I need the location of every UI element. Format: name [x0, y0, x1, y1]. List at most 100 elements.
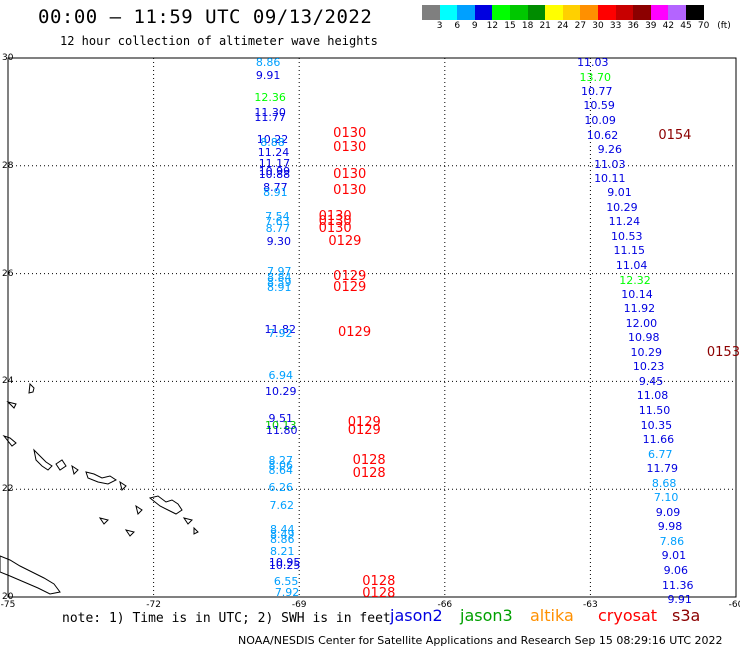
orbit-number: 0130	[318, 214, 352, 230]
wave-height-value: 10.11	[594, 172, 626, 186]
satellite-jason2: jason2	[390, 606, 443, 625]
legend-swatch	[562, 5, 581, 20]
wave-height-value: 10.88	[258, 167, 291, 181]
wave-height-value: 9.98	[657, 520, 683, 534]
wave-height-value: 8.68	[651, 476, 677, 490]
wave-height-value: 6.55	[273, 574, 299, 588]
legend-label: 24	[557, 21, 569, 31]
wave-height-value: 10.29	[265, 385, 297, 399]
wave-height-value: 10.35	[640, 418, 673, 432]
legend-swatch	[474, 5, 493, 20]
orbit-number: 0130	[318, 208, 352, 224]
coastline	[28, 382, 35, 394]
legend-label: 9	[471, 21, 478, 31]
legend-unit: (ft)	[717, 21, 731, 31]
wave-height-value: 10.77	[580, 84, 613, 98]
wave-height-value: 10.29	[606, 200, 638, 214]
orbit-number: 0154	[658, 127, 692, 143]
wave-height-value: 8.86	[255, 56, 281, 70]
wave-height-value: 10.59	[583, 99, 615, 113]
orbit-number: 0129	[333, 269, 367, 285]
wave-height-value: 8.49	[269, 527, 295, 541]
wave-height-value: 8.64	[268, 464, 294, 478]
legend-swatch	[439, 5, 458, 20]
legend-label: 3	[436, 21, 443, 31]
legend-label: 36	[627, 21, 639, 31]
coastline	[119, 480, 127, 491]
orbit-number: 0129	[347, 422, 381, 438]
wave-height-value: 7.10	[653, 491, 679, 505]
legend-swatch	[650, 5, 669, 20]
wave-height-value: 9.26	[597, 143, 623, 157]
legend-swatch	[527, 5, 546, 20]
wave-height-value: 8.59	[267, 275, 292, 289]
wave-height-value: 7.92	[274, 585, 300, 599]
lat-label: 30	[2, 53, 14, 63]
lon-label: -60	[728, 600, 740, 610]
wave-height-value: 9.45	[638, 374, 664, 388]
legend-swatch	[422, 5, 440, 20]
lat-label: 28	[2, 160, 14, 171]
legend-label: 33	[609, 21, 622, 31]
map-title: 00:00 — 11:59 UTC 09/13/2022	[38, 6, 373, 28]
orbit-number: 0129	[338, 324, 372, 340]
legend-swatch	[668, 5, 686, 20]
legend-swatch	[685, 5, 704, 20]
wave-height-value: 7.62	[269, 499, 294, 513]
legend-swatch	[492, 5, 510, 20]
wave-height-value: 9.51	[268, 412, 294, 426]
legend-label: 15	[504, 21, 516, 31]
legend-swatch	[597, 5, 616, 20]
wave-height-value: 8.44	[269, 522, 295, 536]
coastline	[124, 529, 135, 537]
wave-height-value: 11.08	[636, 389, 669, 403]
wave-height-value: 13.70	[579, 71, 612, 85]
satellite-s3a: s3a	[672, 606, 701, 625]
wave-height-value: 8.84	[267, 270, 292, 284]
legend-label: 45	[680, 21, 692, 31]
orbit-number: 0130	[333, 183, 367, 199]
wave-height-value: 11.03	[577, 55, 609, 69]
wave-height-value: 11.15	[613, 244, 645, 258]
wave-height-value: 9.91	[667, 593, 692, 607]
wave-height-value: 7.92	[268, 326, 293, 340]
wave-height-value: 7.54	[265, 209, 290, 223]
coastline	[193, 526, 199, 535]
wave-height-value: 9.01	[661, 549, 687, 563]
wave-height-value: 9.30	[266, 235, 292, 249]
wave-height-value: 8.86	[269, 533, 295, 547]
footer-note: note: 1) Time is in UTC; 2) SWH is in fe…	[62, 611, 391, 626]
wave-height-value: 11.80	[265, 423, 298, 437]
lon-label: -66	[437, 600, 453, 610]
wave-height-value: 10.29	[630, 345, 662, 359]
coastline	[33, 448, 53, 471]
orbit-number: 0153	[706, 344, 740, 360]
coastline	[71, 464, 79, 475]
coastline	[148, 495, 183, 515]
wave-height-value: 10.13	[265, 418, 297, 432]
wave-height-value: 8.91	[263, 186, 288, 200]
wave-height-value: 10.53	[611, 229, 643, 243]
wave-height-value: 8.06	[268, 458, 294, 472]
orbit-number: 0128	[352, 466, 386, 482]
legend-swatch	[457, 5, 475, 20]
satellite-altika: altika	[530, 606, 574, 625]
legend-label: 18	[521, 21, 534, 31]
wave-height-value: 8.77	[265, 221, 291, 235]
wave-height-value: 8.88	[260, 135, 285, 149]
wave-height-value: 11.77	[254, 111, 286, 125]
wave-height-value: 7.86	[659, 534, 685, 548]
map-frame	[7, 57, 737, 598]
orbit-number: 0130	[333, 139, 367, 155]
satellite-cryosat: cryosat	[598, 606, 658, 625]
legend-swatch	[545, 5, 563, 20]
coastline	[182, 517, 193, 525]
legend-label: 42	[662, 21, 675, 31]
wave-height-value: 11.79	[646, 462, 678, 476]
coastline	[98, 517, 109, 525]
wave-height-value: 11.92	[623, 302, 656, 316]
orbit-number: 0128	[362, 573, 396, 589]
legend-swatch	[580, 5, 598, 20]
wave-height-value: 6.94	[268, 368, 294, 382]
wave-height-value: 10.14	[621, 287, 653, 301]
